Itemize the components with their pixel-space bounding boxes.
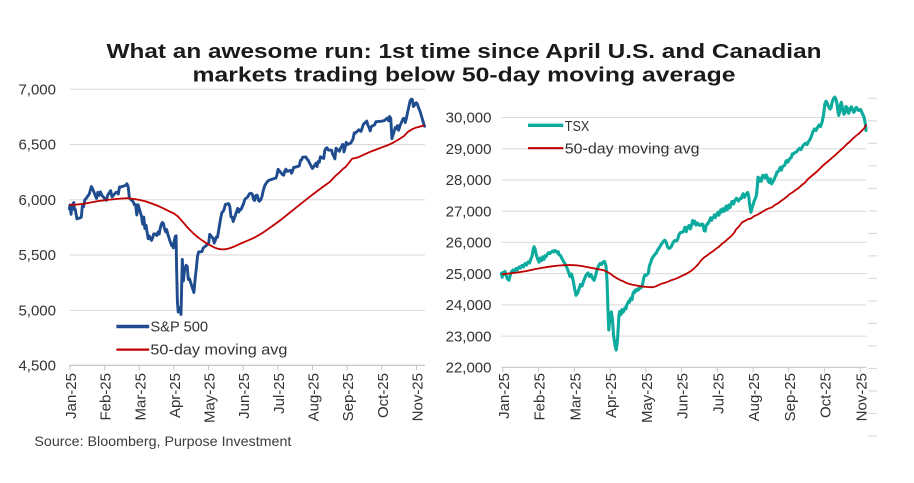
svg-text:Sep-25: Sep-25 bbox=[340, 373, 357, 421]
svg-text:29,000: 29,000 bbox=[446, 141, 492, 158]
svg-text:25,000: 25,000 bbox=[446, 266, 492, 283]
svg-text:Oct-25: Oct-25 bbox=[375, 373, 392, 418]
svg-text:Jan-25: Jan-25 bbox=[63, 373, 80, 419]
svg-text:26,000: 26,000 bbox=[446, 235, 492, 252]
svg-text:Mar-25: Mar-25 bbox=[132, 373, 149, 421]
svg-text:30,000: 30,000 bbox=[446, 110, 492, 127]
svg-text:Aug-25: Aug-25 bbox=[306, 373, 323, 421]
svg-text:50-day moving avg: 50-day moving avg bbox=[150, 343, 287, 359]
svg-text:6,500: 6,500 bbox=[18, 137, 56, 154]
svg-text:6,000: 6,000 bbox=[18, 192, 56, 209]
svg-text:What an awesome run: 1st time: What an awesome run: 1st time since Apri… bbox=[107, 40, 822, 63]
svg-text:Oct-25: Oct-25 bbox=[818, 373, 835, 418]
svg-text:50-day moving avg: 50-day moving avg bbox=[565, 142, 700, 158]
svg-text:Jun-25: Jun-25 bbox=[675, 373, 692, 419]
svg-text:Jul-25: Jul-25 bbox=[271, 373, 288, 414]
svg-text:Mar-25: Mar-25 bbox=[567, 373, 584, 421]
svg-text:4,500: 4,500 bbox=[18, 358, 56, 375]
svg-text:22,000: 22,000 bbox=[446, 360, 492, 377]
svg-text:Nov-25: Nov-25 bbox=[853, 373, 870, 421]
svg-text:Feb-25: Feb-25 bbox=[98, 373, 115, 421]
svg-text:Jul-25: Jul-25 bbox=[710, 373, 727, 414]
svg-text:28,000: 28,000 bbox=[446, 172, 492, 189]
svg-text:Jun-25: Jun-25 bbox=[236, 373, 253, 419]
svg-text:May-25: May-25 bbox=[202, 373, 219, 423]
svg-text:Feb-25: Feb-25 bbox=[532, 373, 549, 421]
svg-text:Apr-25: Apr-25 bbox=[603, 373, 620, 418]
svg-text:23,000: 23,000 bbox=[446, 328, 492, 345]
svg-text:Source: Bloomberg, Purpose Inv: Source: Bloomberg, Purpose Investment bbox=[34, 433, 291, 449]
svg-text:Apr-25: Apr-25 bbox=[167, 373, 184, 418]
svg-text:Nov-25: Nov-25 bbox=[410, 373, 427, 421]
svg-text:TSX: TSX bbox=[565, 119, 590, 135]
svg-text:May-25: May-25 bbox=[639, 373, 656, 423]
svg-text:markets trading below 50-day m: markets trading below 50-day moving aver… bbox=[193, 63, 736, 86]
svg-text:5,500: 5,500 bbox=[18, 247, 56, 264]
svg-text:S&P 500: S&P 500 bbox=[150, 320, 208, 336]
svg-text:7,000: 7,000 bbox=[18, 82, 56, 99]
svg-text:24,000: 24,000 bbox=[446, 297, 492, 314]
svg-text:27,000: 27,000 bbox=[446, 203, 492, 220]
svg-text:Jan-25: Jan-25 bbox=[496, 373, 513, 419]
svg-text:Aug-25: Aug-25 bbox=[746, 373, 763, 421]
svg-text:Sep-25: Sep-25 bbox=[782, 373, 799, 421]
svg-text:5,000: 5,000 bbox=[18, 302, 56, 319]
